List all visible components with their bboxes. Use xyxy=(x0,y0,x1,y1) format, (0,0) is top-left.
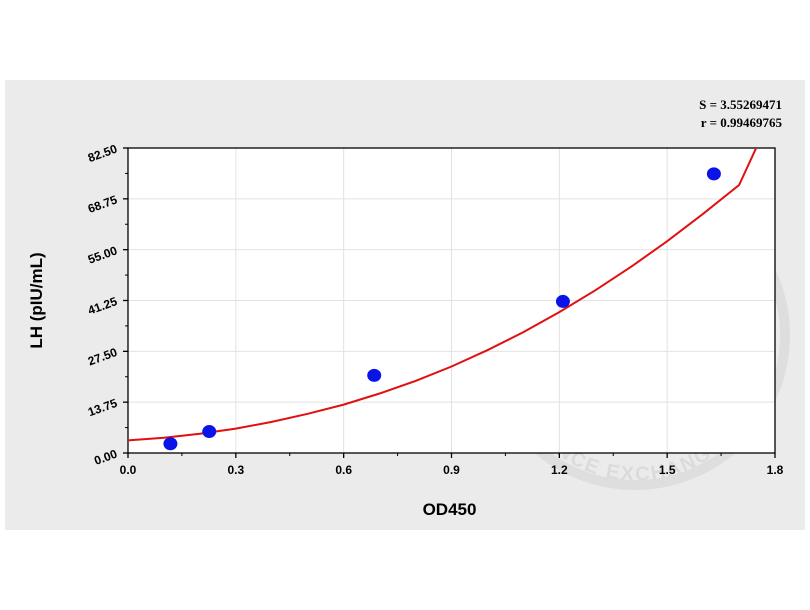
x-tick-label: 1.8 xyxy=(767,463,784,477)
x-tick-label: 1.2 xyxy=(551,463,568,477)
r-statistic: r = 0.99469765 xyxy=(700,115,782,130)
y-tick-label: 82.50 xyxy=(86,142,119,166)
y-tick-label: 41.25 xyxy=(86,294,119,318)
data-point xyxy=(202,425,217,439)
y-tick-label: 68.75 xyxy=(86,192,119,216)
x-tick-label: 1.5 xyxy=(659,463,676,477)
data-point xyxy=(163,437,178,451)
y-tick-label: 0.00 xyxy=(92,447,119,468)
x-tick-label: 0.3 xyxy=(227,463,244,477)
x-tick-label: 0.9 xyxy=(443,463,460,477)
x-tick-label: 0.6 xyxy=(335,463,352,477)
y-tick-label: 55.00 xyxy=(86,243,119,267)
data-point xyxy=(367,368,382,382)
s-statistic: S = 3.55269471 xyxy=(699,97,782,112)
y-tick-label: 13.75 xyxy=(86,396,119,420)
y-tick-label: 27.50 xyxy=(86,345,119,369)
fit-curve-line xyxy=(128,148,758,442)
y-axis-label: LH (pIU/mL) xyxy=(27,252,46,348)
x-axis-label: OD450 xyxy=(423,500,477,519)
data-point xyxy=(555,294,570,308)
fit-statistics: S = 3.55269471 r = 0.99469765 xyxy=(699,96,782,132)
data-point xyxy=(706,167,721,181)
x-tick-label: 0.0 xyxy=(120,463,137,477)
